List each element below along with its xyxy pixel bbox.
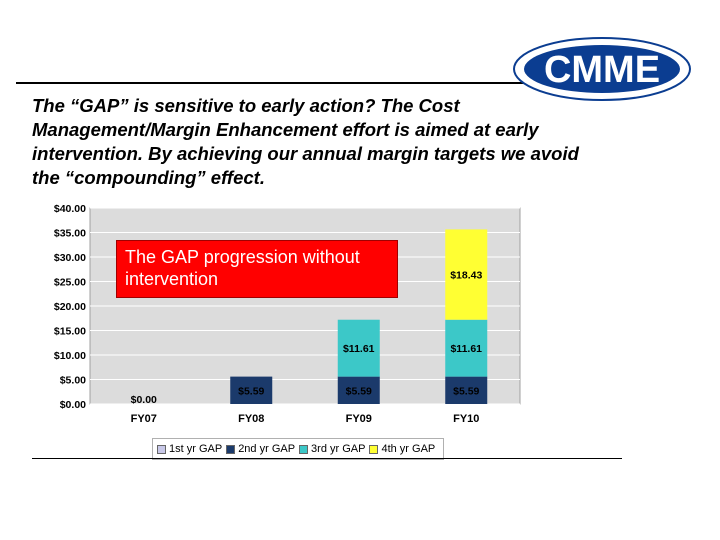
legend-label: 4th yr GAP bbox=[381, 443, 436, 455]
bar-segment bbox=[337, 319, 380, 377]
y-tick-label: $10.00 bbox=[54, 350, 86, 362]
x-tick-label: FY07 bbox=[131, 413, 157, 425]
heading-line: intervention. By achieving our annual ma… bbox=[32, 143, 579, 164]
y-tick-label: $15.00 bbox=[54, 326, 86, 338]
heading-line: The “GAP” is sensitive to early action? … bbox=[32, 95, 460, 116]
legend-swatch bbox=[299, 444, 309, 454]
bar-segment bbox=[445, 319, 488, 377]
legend-item: 1st yr GAP bbox=[157, 443, 222, 455]
top-divider bbox=[16, 82, 536, 84]
legend-swatch bbox=[226, 444, 236, 454]
bar-segment bbox=[445, 376, 488, 404]
x-tick-label: FY09 bbox=[346, 413, 372, 425]
y-tick-label: $5.00 bbox=[60, 375, 86, 387]
legend-label: 3rd yr GAP bbox=[311, 443, 366, 455]
cmme-logo: CMME bbox=[513, 37, 691, 101]
data-label: $5.59 bbox=[453, 385, 479, 397]
heading-line: Management/Margin Enhancement effort is … bbox=[32, 119, 539, 140]
logo-text: CMME bbox=[544, 49, 660, 91]
bar-segment bbox=[230, 376, 273, 404]
y-tick-label: $30.00 bbox=[54, 252, 86, 264]
data-label: $11.61 bbox=[343, 343, 375, 355]
data-label: $11.61 bbox=[450, 343, 482, 355]
y-tick-label: $35.00 bbox=[54, 228, 86, 240]
y-tick-label: $40.00 bbox=[54, 203, 86, 215]
chart-callout: The GAP progression without intervention bbox=[116, 240, 398, 298]
y-tick-label: $25.00 bbox=[54, 277, 86, 289]
bar-segment bbox=[445, 229, 488, 320]
data-label: $0.00 bbox=[131, 394, 157, 406]
bottom-divider bbox=[32, 458, 622, 459]
data-label: $5.59 bbox=[346, 385, 372, 397]
legend-item: 4th yr GAP bbox=[369, 443, 435, 455]
legend-item: 3rd yr GAP bbox=[299, 443, 365, 455]
bar-segment bbox=[337, 376, 380, 404]
legend-swatch bbox=[369, 444, 379, 454]
chart-legend: 1st yr GAP 2nd yr GAP 3rd yr GAP 4th yr GAP bbox=[152, 438, 445, 460]
legend-label: 2nd yr GAP bbox=[238, 443, 296, 455]
y-tick-label: $20.00 bbox=[54, 301, 86, 313]
legend-item: 2nd yr GAP bbox=[226, 443, 295, 455]
legend-swatch bbox=[157, 444, 166, 454]
x-tick-label: FY10 bbox=[453, 413, 479, 425]
slide-heading: The “GAP” is sensitive to early action? … bbox=[32, 94, 672, 190]
legend-label: 1st yr GAP bbox=[169, 443, 223, 455]
heading-line: the “compounding” effect. bbox=[32, 167, 265, 188]
x-tick-label: FY08 bbox=[238, 413, 264, 425]
y-tick-label: $0.00 bbox=[60, 399, 86, 411]
data-label: $18.43 bbox=[450, 270, 482, 282]
data-label: $5.59 bbox=[238, 385, 264, 397]
